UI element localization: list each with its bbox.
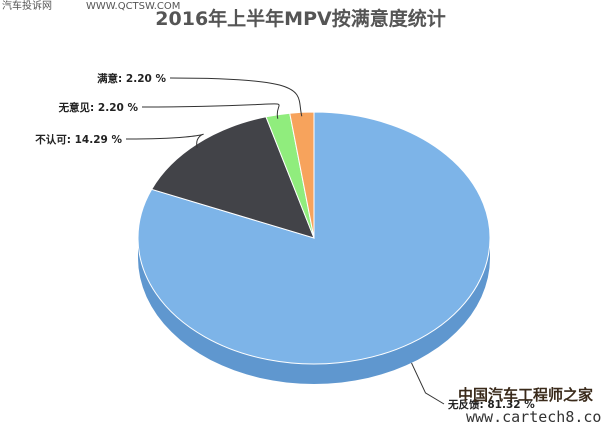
- slice-2-leader-line: [125, 133, 204, 148]
- pie-slices: [137, 111, 491, 365]
- slice-1-label: 无反馈: 81.32 %: [447, 398, 535, 411]
- slice-3-leader-line: [141, 103, 280, 119]
- slice-4[interactable]: [289, 111, 315, 239]
- pie-labels: 无反馈: 81.32 % 不认可: 14.29 % 无意见: 2.20 % 满意: 2…: [35, 72, 535, 411]
- slice-2-label: 不认可: 14.29 %: [35, 133, 122, 146]
- slice-2[interactable]: [150, 116, 315, 239]
- site-url: WWW.QCTSW.COM: [86, 1, 181, 12]
- slice-3-label: 无意见: 2.20 %: [58, 101, 139, 114]
- chart-title: 2016年上半年MPV按满意度统计: [155, 8, 446, 30]
- slice-4-leader-line: [169, 77, 303, 117]
- slice-1-leader-line: [411, 362, 445, 405]
- watermark-url: www.cartech8.com: [466, 408, 601, 426]
- watermark-text: 中国汽车工程师之家: [458, 386, 594, 404]
- site-name: 汽车投诉网: [2, 1, 52, 12]
- site-header: 汽车投诉网 WWW.QCTSW.COM: [0, 0, 601, 14]
- slice-4-label: 满意: 2.20 %: [97, 72, 166, 85]
